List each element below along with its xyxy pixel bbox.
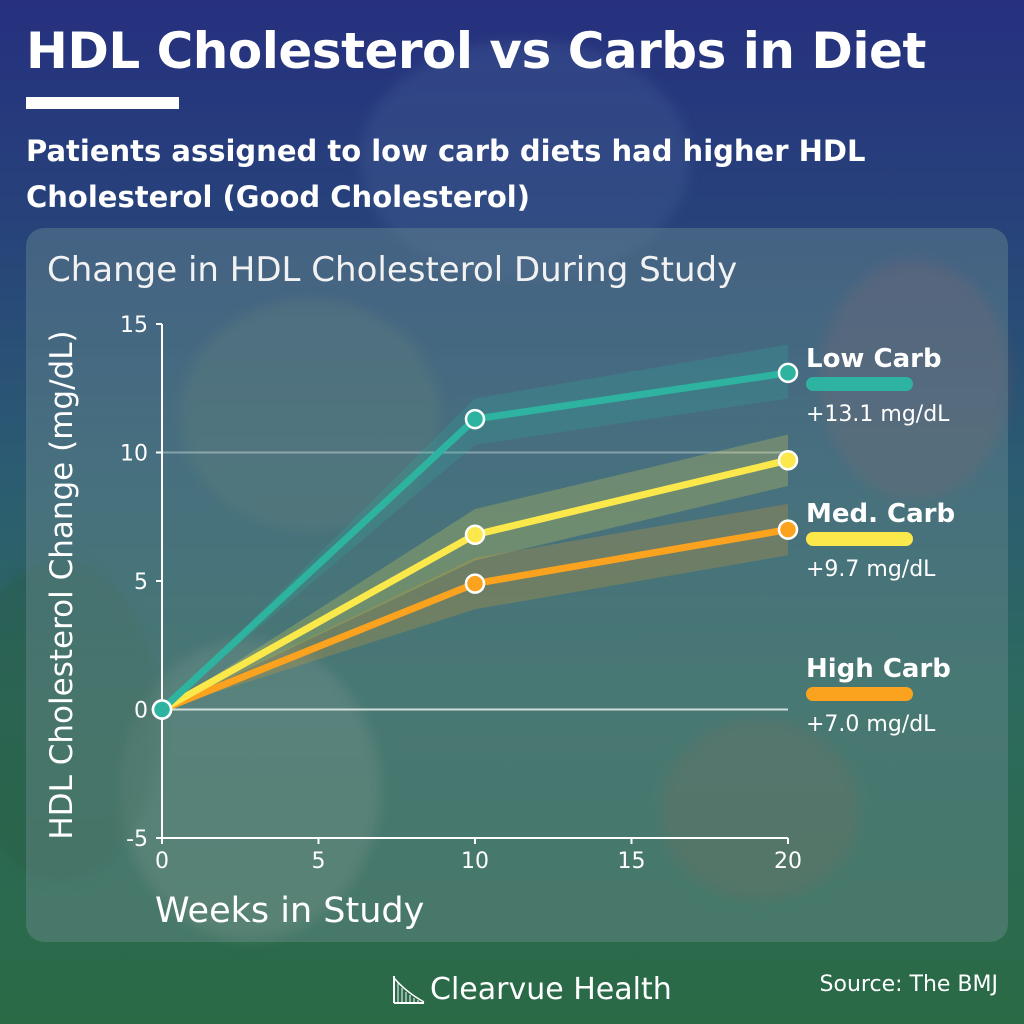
data-point [777,449,799,471]
confidence-band [162,434,788,710]
x-axis-label: Weeks in Study [155,891,424,931]
legend-value: +13.1 mg/dL [806,402,950,427]
data-point [777,519,799,540]
logo-icon [393,976,425,1004]
x-tick-label: 15 [618,849,646,874]
brand: Clearvue Health [392,964,672,1014]
x-tick-label: 5 [312,849,326,874]
brand-name: Clearvue Health [430,971,672,1007]
background-shape [0,560,160,880]
y-axis-label: HDL Cholesterol Change (mg/dL) [44,330,80,839]
axis-ticks: -5 0 5 10 15 0 5 10 15 20 [120,313,802,874]
data-point [777,362,799,384]
legend-name: Low Carb [806,344,942,374]
background-shape [120,640,380,940]
y-tick-label: 15 [120,313,148,338]
chart-panel [26,228,1008,942]
data-point [464,573,486,594]
legend-name: Med. Carb [806,499,955,529]
title-underline [26,97,179,109]
x-tick-label: 20 [774,849,802,874]
legend-value: +7.0 mg/dL [806,712,936,737]
background-shape [360,40,690,280]
y-tick-label: 0 [134,699,148,724]
legend-swatch [806,532,913,546]
legend: Low Carb +13.1 mg/dL Med. Carb +9.7 mg/dL Hi… [806,344,955,737]
legend-name: High Carb [806,654,951,684]
data-point [151,699,173,720]
legend-swatch [806,687,913,701]
background-shape [660,720,860,900]
gridlines [162,451,788,711]
data-point [464,408,486,430]
y-tick-label: 10 [120,442,148,467]
series-points [151,362,799,720]
x-tick-label: 10 [461,849,489,874]
data-point [464,524,486,545]
x-tick-label: 0 [155,849,169,874]
y-tick-label: 5 [134,570,148,595]
page-subtitle: Patients assigned to low carb diets had … [26,134,866,214]
source-note: Source: The BMJ [819,972,998,997]
page-title: HDL Cholesterol vs Carbs in Diet [26,22,926,80]
chart-title: Change in HDL Cholesterol During Study [47,250,738,290]
y-tick-label: -5 [126,827,148,852]
legend-value: +9.7 mg/dL [806,557,936,582]
legend-swatch [806,377,913,391]
